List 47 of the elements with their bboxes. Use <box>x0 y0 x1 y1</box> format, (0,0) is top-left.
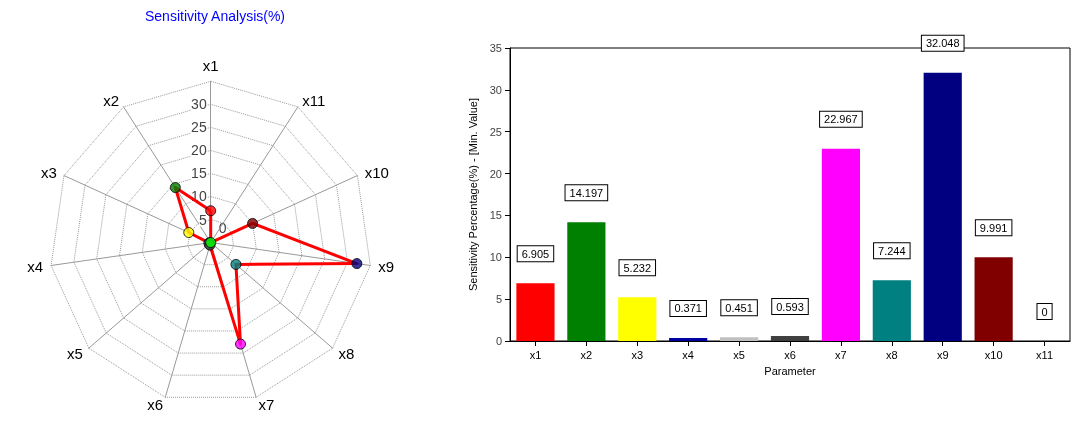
y-tick-label: 15 <box>489 209 502 222</box>
data-label: 0.593 <box>776 300 804 313</box>
x-tick-label: x5 <box>733 348 745 361</box>
y-tick-label: 20 <box>191 142 207 159</box>
spoke-label: x2 <box>103 91 120 109</box>
y-tick-label: 25 <box>191 119 207 136</box>
spoke-label: x4 <box>27 258 44 276</box>
spoke-label: x9 <box>378 258 395 276</box>
x-tick-label: x1 <box>529 348 542 361</box>
y-tick-label: 30 <box>489 83 502 96</box>
x-tick-label: x6 <box>784 348 796 361</box>
x-tick-label: x2 <box>580 348 593 361</box>
y-tick-label: 15 <box>191 165 207 182</box>
spoke-label: x1 <box>202 57 219 75</box>
spoke-label: x7 <box>258 396 275 414</box>
data-label: 0 <box>1041 305 1048 318</box>
y-tick-label: 20 <box>489 167 502 180</box>
y-axis-title: Sensitivity Percentage(%) - [Min. Value] <box>467 98 480 291</box>
y-tick-label: 30 <box>191 96 207 113</box>
spoke-label: x3 <box>40 163 57 181</box>
data-label: 0.451 <box>725 301 753 314</box>
spoke-label: x10 <box>364 163 389 181</box>
data-label: 7.244 <box>878 244 906 257</box>
x-tick-label: x8 <box>886 348 898 361</box>
x-tick-label: x9 <box>936 348 949 361</box>
y-tick-label: 35 <box>489 42 502 54</box>
data-label: 0.371 <box>674 302 702 315</box>
chart-title: Sensitivity Analysis(%) <box>144 8 286 24</box>
y-tick-label: 5 <box>495 293 502 306</box>
x-tick-label: x7 <box>835 348 847 361</box>
data-label: 32.048 <box>925 37 960 50</box>
x-axis-title: Parameter <box>764 364 817 377</box>
spoke-label: x6 <box>147 396 164 414</box>
data-label: 22.967 <box>824 113 858 126</box>
x-tick-label: x4 <box>682 348 694 361</box>
spoke-label: x11 <box>302 91 326 109</box>
x-tick-label: x3 <box>631 348 644 361</box>
data-label: 14.197 <box>569 186 604 199</box>
x-tick-label: x11 <box>1036 348 1054 361</box>
y-tick-label: 0 <box>495 335 502 347</box>
y-tick-label: 10 <box>489 251 502 264</box>
y-tick-label: 25 <box>489 125 502 138</box>
y-tick-label: 5 <box>198 211 207 228</box>
data-label: 5.232 <box>623 261 652 274</box>
x-tick-label: x10 <box>984 348 1003 361</box>
data-label: 9.991 <box>979 221 1008 234</box>
data-label: 6.905 <box>521 247 550 260</box>
